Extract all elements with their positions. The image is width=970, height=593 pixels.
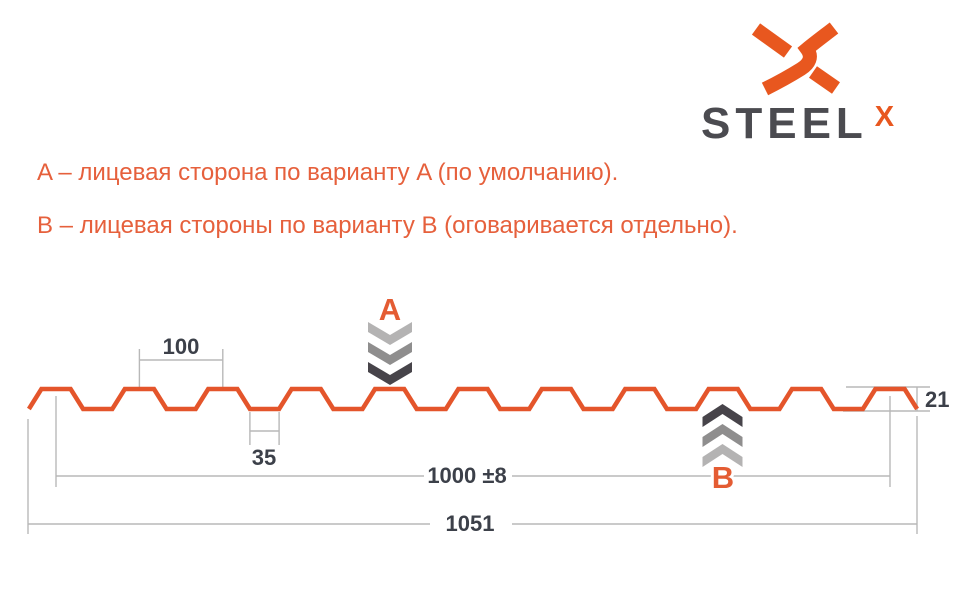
brand-wordmark: STEEL X [701,102,894,146]
variant-b-label: B [712,460,734,495]
logo-x-link-stroke [761,22,839,96]
dim-overall-width: 1051 [27,416,918,536]
logo-x-topleft-arm [751,23,793,58]
dim-wave-pitch-label: 100 [163,334,200,359]
variant-a-arrow-icon: A [368,292,412,385]
dim-bottom-flat: 35 [249,412,280,470]
brand-name-text: STEEL [701,99,868,148]
note-variant-a: A – лицевая сторона по варианту A (по ум… [37,159,619,186]
note-variant-b: B – лицевая стороны по варианту B (огова… [37,212,738,239]
brand-sup-x: X [874,101,895,133]
corrugated-sheet-profile [26,386,920,412]
variant-a-label: A [379,292,401,327]
dim-bottom-flat-label: 35 [252,445,276,470]
dim-wave-pitch: 100 [138,334,224,387]
dim-overall-width-label: 1051 [446,511,495,536]
variant-b-arrow-icon: B [702,404,743,498]
dim-profile-height-label: 21 [925,387,949,412]
dim-coverage-width: 1000 ±8 [55,396,891,488]
steelx-logo-icon [751,22,840,96]
logo-x-bottomright-arm [809,66,840,94]
dim-coverage-width-label: 1000 ±8 [427,463,506,488]
